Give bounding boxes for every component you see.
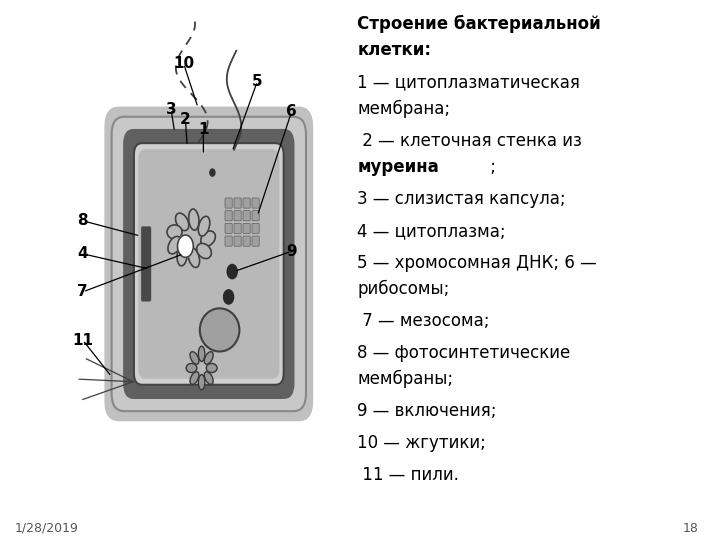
Text: Строение бактериальной: Строение бактериальной (357, 15, 601, 33)
FancyBboxPatch shape (252, 224, 259, 233)
Text: 10 — жгутики;: 10 — жгутики; (357, 434, 486, 452)
Text: 4: 4 (78, 246, 88, 261)
FancyBboxPatch shape (141, 226, 151, 301)
FancyBboxPatch shape (243, 211, 251, 221)
Text: 2: 2 (180, 112, 191, 127)
Ellipse shape (186, 363, 197, 373)
Text: 18: 18 (683, 522, 698, 535)
Text: мембраны;: мембраны; (357, 370, 454, 388)
Text: 9 — включения;: 9 — включения; (357, 402, 497, 420)
Ellipse shape (168, 237, 181, 254)
Ellipse shape (204, 372, 213, 384)
Ellipse shape (207, 363, 217, 373)
Circle shape (210, 169, 215, 176)
Ellipse shape (198, 217, 210, 236)
Ellipse shape (198, 346, 205, 361)
FancyBboxPatch shape (243, 236, 251, 246)
FancyBboxPatch shape (234, 211, 241, 221)
Text: 1 — цитоплазматическая: 1 — цитоплазматическая (357, 73, 580, 91)
Ellipse shape (188, 248, 199, 267)
FancyBboxPatch shape (104, 106, 313, 421)
FancyBboxPatch shape (225, 236, 232, 246)
Text: клетки:: клетки: (357, 42, 431, 59)
FancyBboxPatch shape (234, 198, 241, 208)
FancyBboxPatch shape (112, 117, 306, 411)
Text: 1/28/2019: 1/28/2019 (14, 522, 78, 535)
Ellipse shape (167, 225, 182, 239)
Text: 8: 8 (78, 213, 88, 228)
Ellipse shape (199, 308, 239, 352)
Text: 11 — пили.: 11 — пили. (357, 466, 459, 484)
Text: 3 — слизистая капсула;: 3 — слизистая капсула; (357, 190, 566, 208)
FancyBboxPatch shape (234, 236, 241, 246)
Circle shape (228, 265, 238, 279)
Ellipse shape (201, 231, 215, 246)
Text: 6: 6 (287, 104, 297, 119)
Ellipse shape (197, 244, 212, 259)
Circle shape (177, 235, 193, 258)
FancyBboxPatch shape (225, 198, 232, 208)
Text: 2 — клеточная стенка из: 2 — клеточная стенка из (357, 132, 582, 150)
Text: 11: 11 (72, 333, 94, 348)
Ellipse shape (177, 245, 187, 266)
Ellipse shape (190, 352, 199, 365)
Text: муреина: муреина (357, 158, 439, 176)
FancyBboxPatch shape (123, 129, 294, 399)
Text: 8 — фотосинтетические: 8 — фотосинтетические (357, 344, 571, 362)
Text: 7 — мезосома;: 7 — мезосома; (357, 312, 490, 330)
FancyBboxPatch shape (134, 143, 284, 385)
Ellipse shape (198, 375, 205, 390)
FancyBboxPatch shape (243, 224, 251, 233)
Text: рибосомы;: рибосомы; (357, 280, 450, 298)
Text: мембрана;: мембрана; (357, 100, 451, 118)
FancyBboxPatch shape (138, 149, 279, 379)
Ellipse shape (189, 209, 199, 230)
Text: 5: 5 (252, 74, 263, 89)
Text: ;: ; (485, 158, 496, 176)
Text: 9: 9 (287, 244, 297, 259)
Ellipse shape (190, 372, 199, 384)
Text: 7: 7 (78, 285, 88, 299)
FancyBboxPatch shape (234, 224, 241, 233)
FancyBboxPatch shape (252, 236, 259, 246)
FancyBboxPatch shape (252, 198, 259, 208)
Text: 4 — цитоплазма;: 4 — цитоплазма; (357, 222, 506, 240)
Ellipse shape (204, 352, 213, 365)
FancyBboxPatch shape (252, 211, 259, 221)
FancyBboxPatch shape (225, 224, 232, 233)
FancyBboxPatch shape (271, 197, 291, 331)
Ellipse shape (176, 213, 189, 231)
Text: 3: 3 (166, 102, 176, 117)
Circle shape (223, 290, 233, 304)
Text: 5 — хромосомная ДНК; 6 —: 5 — хромосомная ДНК; 6 — (357, 254, 597, 272)
Text: 10: 10 (173, 56, 194, 71)
Text: 1: 1 (198, 122, 209, 137)
FancyBboxPatch shape (225, 211, 232, 221)
FancyBboxPatch shape (243, 198, 251, 208)
